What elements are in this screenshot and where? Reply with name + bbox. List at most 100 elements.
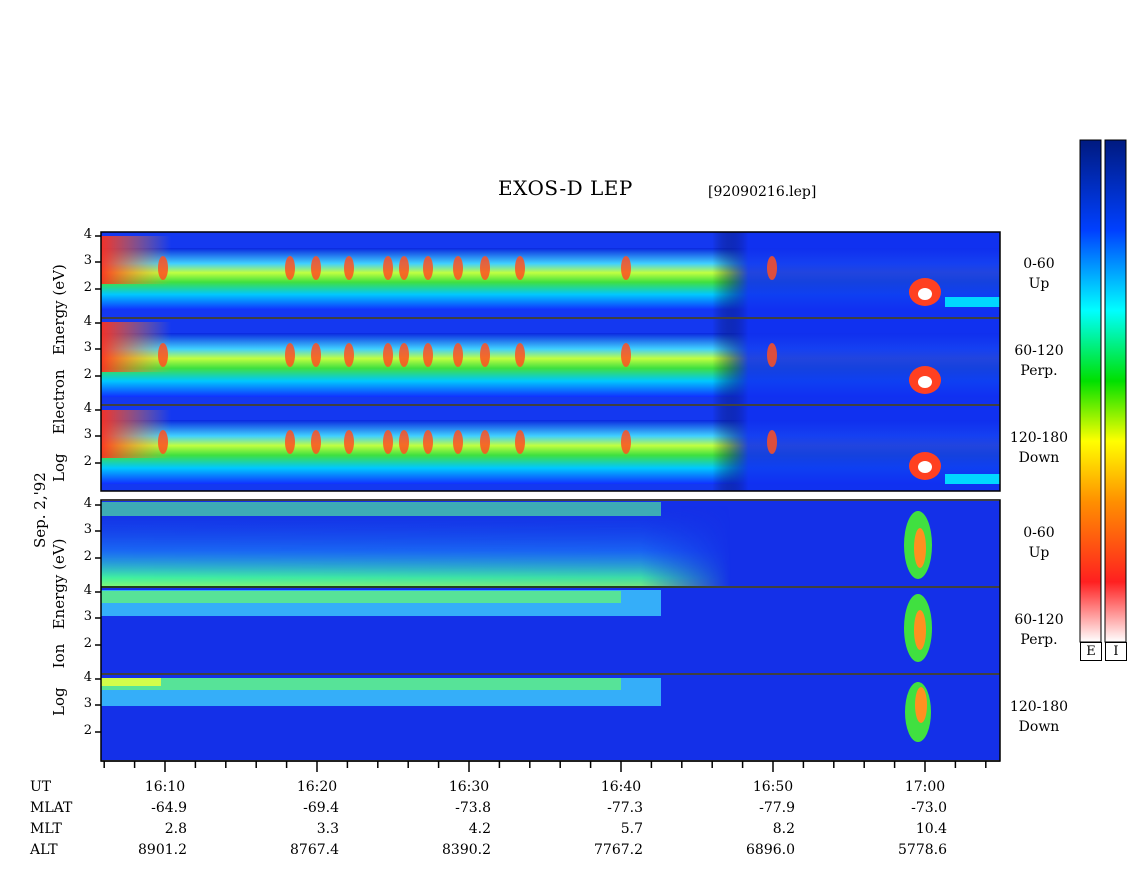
row-label-alt: ALT: [30, 842, 58, 858]
x-ut-value: 16:50: [752, 779, 794, 795]
y-tick-label: 4: [83, 227, 92, 242]
burst-mark: [453, 430, 463, 454]
burst-mark: [399, 430, 409, 454]
x-ut-value: 16:40: [600, 779, 642, 795]
burst-mark: [423, 343, 433, 367]
burst-mark: [311, 430, 321, 454]
burst-mark: [285, 343, 295, 367]
burst-mark: [344, 430, 354, 454]
x-mlat-value: -73.8: [455, 800, 491, 816]
x-alt-value: 8390.2: [442, 842, 491, 858]
x-mlt-value: 3.3: [316, 821, 339, 837]
x-alt-value: 6896.0: [746, 842, 795, 858]
y-tick-label: 3: [83, 609, 92, 624]
electron-burst-marks: [158, 256, 777, 454]
y-tick-label: 4: [83, 314, 92, 329]
y-tick-label: 2: [83, 549, 92, 564]
electron-panels: [101, 232, 1000, 491]
panel-frames: [100, 231, 1001, 762]
x-ut-value: 16:20: [296, 779, 338, 795]
ion-panels: [101, 501, 1000, 760]
channel-label-electron-2: 120-180 Down: [1009, 430, 1069, 466]
channel-label-ion-3: 0-60 Up: [1023, 525, 1055, 561]
x-mlat-value: -77.9: [759, 800, 795, 816]
burst-mark: [621, 256, 631, 280]
burst-mark: [453, 256, 463, 280]
burst-mark: [383, 430, 393, 454]
y-tick-label: 4: [83, 583, 92, 598]
panel-electron-down: [101, 406, 1000, 491]
burst-mark: [767, 256, 777, 280]
row-label-mlat: MLAT: [30, 800, 73, 816]
x-mlt-value: 2.8: [164, 821, 187, 837]
burst-mark: [344, 256, 354, 280]
panel-ion-up: [101, 501, 1000, 591]
chart-title: EXOS-D LEP: [498, 176, 633, 200]
burst-mark: [158, 430, 168, 454]
colorbar-label-electron: E: [1080, 642, 1102, 661]
x-ut-value: 16:30: [448, 779, 490, 795]
burst-mark: [311, 256, 321, 280]
burst-mark: [383, 343, 393, 367]
x-ut-value: 16:10: [144, 779, 186, 795]
date-label: Sep. 2,'92: [31, 472, 49, 548]
x-mlat-value: -69.4: [303, 800, 339, 816]
panel-electron-up: [101, 232, 1000, 317]
colorbar-ion: [1104, 139, 1127, 643]
y-tick-marks: [95, 235, 101, 733]
x-tick-marks: [101, 760, 1000, 772]
file-label: [92090216.lep]: [708, 184, 817, 200]
y-tick-label: 3: [83, 427, 92, 442]
y-tick-label: 2: [83, 723, 92, 738]
row-label-ut: UT: [30, 779, 52, 795]
burst-mark: [399, 343, 409, 367]
colorbar-label-ion: I: [1105, 642, 1127, 661]
burst-mark: [515, 343, 525, 367]
ion-ylabel: Log Ion Energy (eV): [50, 538, 68, 716]
burst-mark: [621, 430, 631, 454]
burst-mark: [423, 256, 433, 280]
channel-label-electron-0: 0-60 Up: [1023, 256, 1055, 292]
burst-mark: [285, 256, 295, 280]
burst-mark: [453, 343, 463, 367]
x-mlat-value: -64.9: [151, 800, 187, 816]
x-mlt-value: 10.4: [915, 821, 947, 837]
burst-mark: [515, 430, 525, 454]
burst-mark: [767, 343, 777, 367]
x-alt-value: 8901.2: [138, 842, 187, 858]
x-ut-value: 17:00: [904, 779, 946, 795]
y-tick-label: 3: [83, 522, 92, 537]
burst-mark: [515, 256, 525, 280]
colorbar-electron: [1079, 139, 1102, 643]
panel-electron-perp: [101, 319, 1000, 404]
burst-mark: [158, 256, 168, 280]
y-tick-label: 3: [83, 340, 92, 355]
x-mlt-value: 5.7: [620, 821, 643, 837]
y-tick-label: 3: [83, 696, 92, 711]
channel-label-ion-4: 60-120 Perp.: [1014, 612, 1064, 648]
y-tick-label: 3: [83, 253, 92, 268]
x-alt-value: 5778.6: [898, 842, 947, 858]
x-mlt-value: 4.2: [468, 821, 491, 837]
y-tick-label: 2: [83, 280, 92, 295]
burst-mark: [767, 430, 777, 454]
burst-mark: [480, 343, 490, 367]
y-tick-label: 2: [83, 454, 92, 469]
burst-mark: [480, 256, 490, 280]
burst-mark: [423, 430, 433, 454]
burst-mark: [480, 430, 490, 454]
burst-mark: [285, 430, 295, 454]
y-tick-label: 2: [83, 636, 92, 651]
y-tick-label: 4: [83, 401, 92, 416]
row-label-mlt: MLT: [30, 821, 62, 837]
y-tick-label: 4: [83, 670, 92, 685]
y-tick-label: 4: [83, 496, 92, 511]
burst-mark: [344, 343, 354, 367]
y-tick-label: 2: [83, 367, 92, 382]
channel-label-ion-5: 120-180 Down: [1009, 699, 1069, 735]
burst-mark: [158, 343, 168, 367]
panel-ion-down: [101, 675, 1000, 760]
x-mlt-value: 8.2: [772, 821, 795, 837]
burst-mark: [621, 343, 631, 367]
